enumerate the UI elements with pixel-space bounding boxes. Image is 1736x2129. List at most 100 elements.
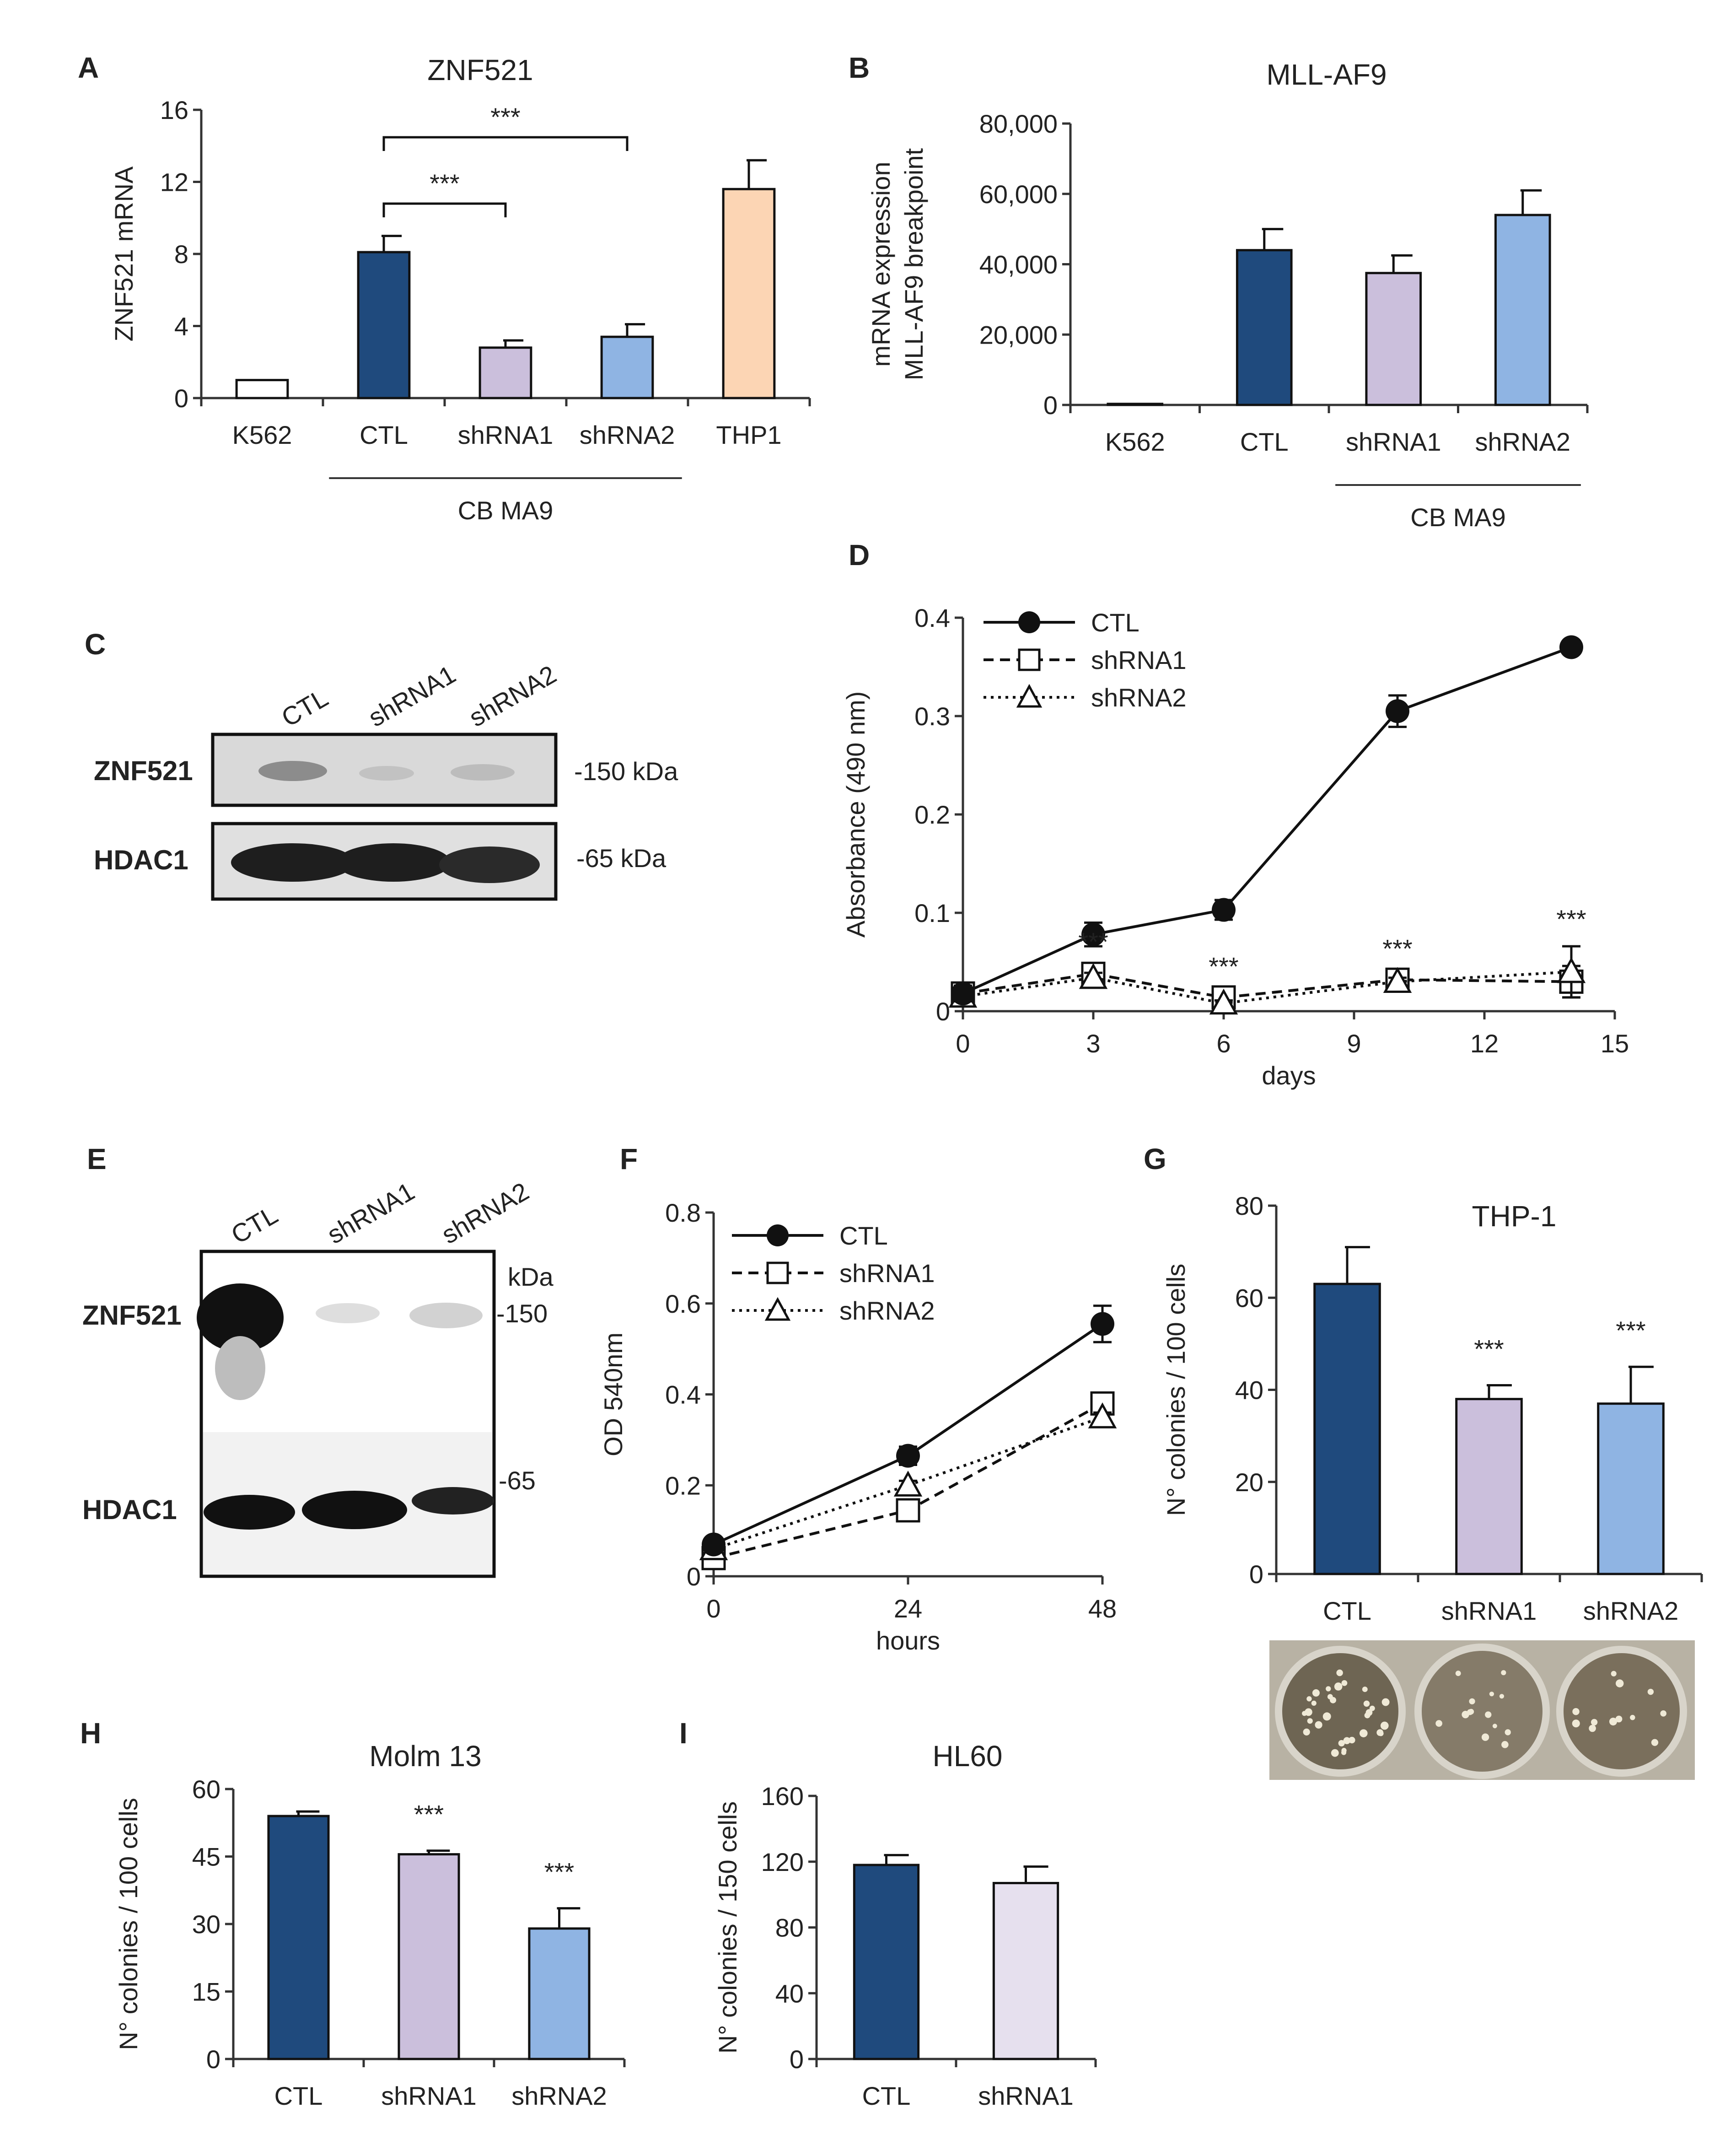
colony-dot	[1492, 1724, 1497, 1729]
chart-b-bar-k562	[1107, 403, 1164, 406]
colony-dot	[1306, 1696, 1312, 1702]
blot-e-lane-ctl: CTL	[226, 1200, 283, 1249]
chart-b-x-tick-label: K562	[1105, 427, 1165, 456]
chart-a-title: ZNF521	[427, 54, 533, 86]
chart-d-line-shrna1	[962, 972, 1572, 999]
colony-dot	[1469, 1698, 1475, 1704]
chart-i-y-tick-label: 80	[775, 1913, 804, 1942]
chart-d-significance-label: ***	[1209, 952, 1238, 981]
chart-d-y-label: Absorbance (490 nm)	[841, 691, 870, 938]
colony-dot	[1349, 1736, 1355, 1744]
blot-e-label-znf521: ZNF521	[82, 1300, 182, 1331]
chart-f-legend-marker-shrna2	[764, 1297, 791, 1321]
colony-dot	[1307, 1718, 1313, 1724]
blot-c-label-znf521: ZNF521	[94, 755, 193, 786]
chart-g-bar-shrna2	[1597, 1402, 1665, 1575]
colony-dot	[1616, 1679, 1624, 1687]
chart-b-y-label-line: mRNA expression	[866, 162, 895, 367]
chart-d-y-tick-label: 0.3	[914, 702, 950, 731]
chart-f-point-ctl	[702, 1532, 726, 1557]
chart-g-y-label: N° colonies / 100 cells	[1161, 1264, 1190, 1516]
colony-dot	[1505, 1729, 1511, 1736]
chart-a-x-tick-label: shRNA2	[580, 420, 675, 449]
chart-f-y-label: OD 540nm	[599, 1332, 628, 1456]
chart-f-od540: 0 0.2 0.4 0.6 0.8 0 24 48 hours OD 540nm CTL shRNA1…	[599, 1198, 1117, 1655]
blot-c-lane-ctl: CTL	[277, 683, 333, 732]
chart-b-y-tick-label: 60,000	[979, 180, 1058, 209]
chart-h-bar-shrna1	[398, 1853, 460, 2060]
chart-h-significance-label: ***	[544, 1858, 574, 1886]
western-blot-e: CTL shRNA1 shRNA2 ZNF521 HDAC1 kDa -150 …	[82, 1177, 554, 1578]
chart-f-y-tick-label: 0.2	[665, 1471, 701, 1500]
blot-c-znf521-band-shrna1	[359, 766, 414, 781]
chart-g-significance-label: ***	[1616, 1316, 1645, 1345]
colony-dot	[1615, 1715, 1623, 1723]
chart-h-y-label: N° colonies / 100 cells	[114, 1798, 143, 2050]
chart-d-x-tick-label: 3	[1086, 1029, 1100, 1058]
chart-f-y-tick-label: 0.6	[665, 1289, 701, 1318]
chart-d-x-label: days	[1262, 1061, 1316, 1090]
chart-a-x-tick-label: THP1	[716, 420, 781, 449]
chart-b-mll-af9: 0 20,000 40,000 60,000 80,000 K562 CTL shRNA1 sh…	[866, 58, 1589, 532]
colony-dot	[1572, 1719, 1580, 1728]
chart-d-point-shrna2	[1209, 988, 1238, 1015]
blot-c-znf521-band-ctl	[258, 761, 327, 781]
colony-dot	[1359, 1729, 1368, 1737]
chart-a-bar-k562	[235, 379, 289, 399]
chart-d-x-tick-label: 9	[1347, 1029, 1361, 1058]
blot-c-hdac1-band-ctl	[231, 843, 355, 882]
chart-a-bar-shrna1	[478, 346, 532, 399]
chart-d-point-shrna2	[1557, 957, 1586, 983]
chart-a-group-label: CB MA9	[458, 496, 554, 525]
colony-dot	[1365, 1709, 1373, 1716]
chart-a-znf521-mrna: 0 4 8 12 16 K562 CTL shRNA1 shRNA2 THP1 ZNF521 ZNF5…	[109, 54, 811, 525]
chart-h-molm13-colonies: 0 15 30 45 60 CTL shRNA1 *** shRNA2 *** Molm 13 N° …	[114, 1740, 626, 2110]
blot-e-lane-shrna1: shRNA1	[322, 1177, 419, 1250]
colony-dot	[1363, 1700, 1370, 1707]
chart-d-legend-label-shrna2: shRNA2	[1091, 683, 1187, 712]
chart-b-bar-ctl	[1236, 249, 1293, 406]
chart-g-thp1-colonies: 0 20 40 60 80 CTL shRNA1 *** shRNA2 *** THP-1 N° co…	[1161, 1191, 1703, 1625]
chart-d-x-tick-label: 0	[956, 1029, 970, 1058]
chart-f-line-shrna2	[713, 1416, 1103, 1551]
blot-e-unit: kDa	[508, 1262, 554, 1291]
colony-dot	[1336, 1669, 1343, 1676]
colony-dot	[1660, 1710, 1666, 1717]
chart-g-x-tick-label: shRNA2	[1583, 1596, 1679, 1625]
chart-f-y-tick-label: 0.8	[665, 1198, 701, 1227]
colony-dot	[1334, 1682, 1343, 1691]
chart-d-point-ctl	[1212, 898, 1236, 922]
chart-f-legend-label-shrna1: shRNA1	[839, 1259, 935, 1288]
colony-dot	[1331, 1749, 1339, 1757]
panel-label-a: A	[78, 51, 99, 84]
colony-dot	[1501, 1670, 1506, 1676]
chart-f-legend-marker-ctl	[767, 1224, 789, 1246]
colony-dot	[1303, 1728, 1310, 1736]
chart-b-x-tick-label: shRNA1	[1346, 427, 1441, 456]
chart-g-x-tick-label: shRNA1	[1441, 1596, 1537, 1625]
blot-e-znf521-smear-ctl	[215, 1336, 265, 1400]
chart-f-legend-label-shrna2: shRNA2	[839, 1296, 935, 1325]
colony-dot	[1341, 1750, 1347, 1755]
chart-h-bar-shrna2	[528, 1927, 591, 2060]
chart-d-y-tick-label: 0	[936, 997, 950, 1026]
chart-h-y-tick-label: 45	[192, 1843, 220, 1871]
chart-a-significance-label: ***	[490, 102, 520, 131]
blot-e-marker-150: -150	[496, 1299, 548, 1328]
chart-h-y-tick-label: 60	[192, 1775, 220, 1804]
blot-c-znf521-band-shrna2	[451, 764, 515, 781]
colony-dot	[1481, 1733, 1489, 1741]
colony-dot	[1489, 1692, 1494, 1697]
chart-f-point-ctl	[1091, 1312, 1114, 1336]
blot-c-marker-150: -150 kDa	[574, 757, 678, 786]
western-blot-c: CTL shRNA1 shRNA2 ZNF521 HDAC1 -150 kDa …	[94, 660, 678, 901]
chart-a-y-label: ZNF521 mRNA	[109, 166, 138, 341]
chart-g-x-tick-label: CTL	[1323, 1596, 1371, 1625]
chart-b-y-label-line: MLL-AF9 breakpoint	[899, 148, 928, 380]
colony-dot	[1305, 1708, 1312, 1716]
blot-c-hdac1-band-shrna2	[439, 846, 540, 883]
blot-e-label-hdac1: HDAC1	[82, 1494, 177, 1525]
chart-h-significance-label: ***	[414, 1800, 444, 1829]
chart-a-y-tick-label: 16	[160, 96, 188, 124]
chart-i-bar-ctl	[853, 1864, 920, 2060]
